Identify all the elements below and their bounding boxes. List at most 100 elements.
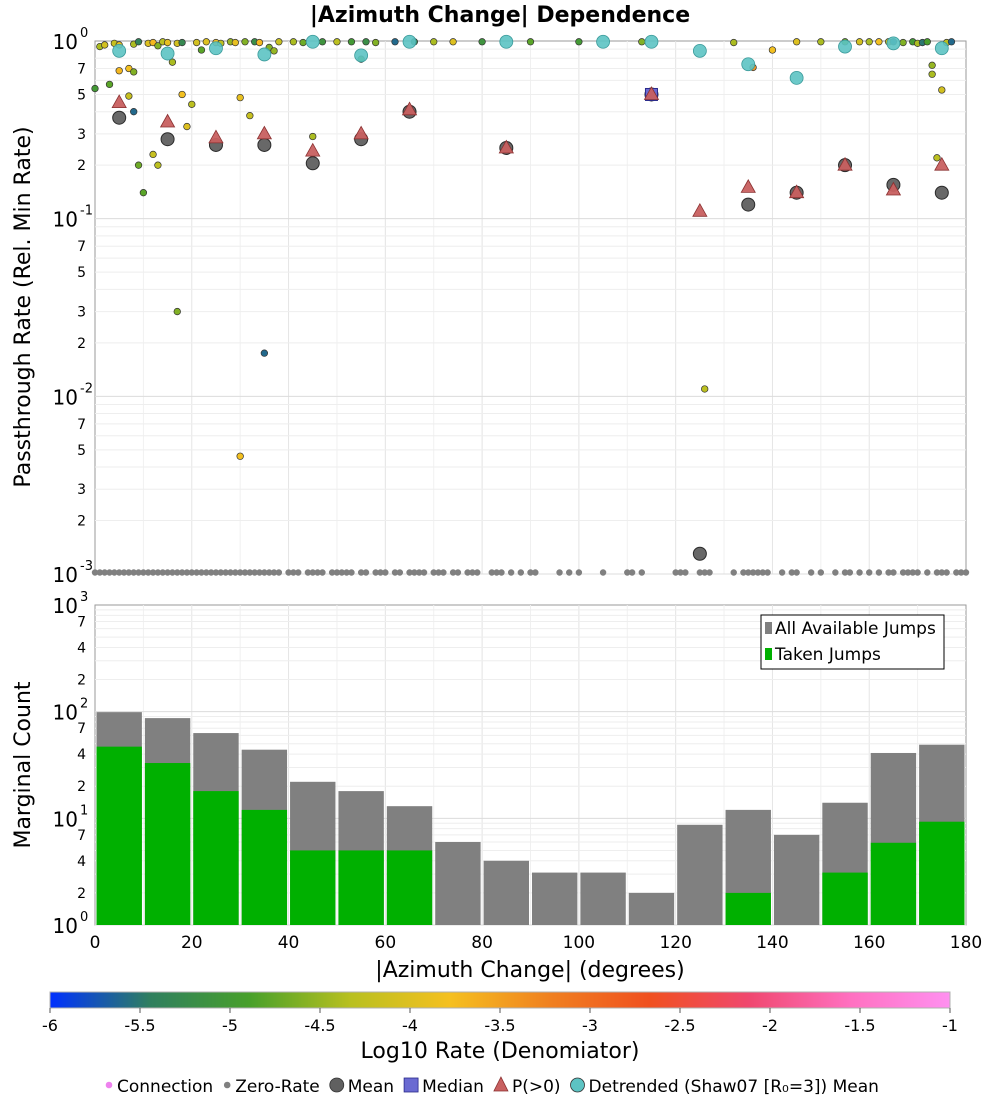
connection-point xyxy=(875,38,883,46)
legend-marker xyxy=(223,1081,231,1089)
zero-rate-point xyxy=(764,569,771,576)
connection-point xyxy=(192,38,201,47)
zero-rate-point xyxy=(111,569,118,576)
mean-point xyxy=(934,185,949,200)
bar-taken xyxy=(725,892,771,925)
connection-point xyxy=(139,189,148,197)
histogram-x-ticks: 0 20 40 60 80 100 120 140 160 180 xyxy=(90,933,983,953)
zero-rate-point xyxy=(885,569,892,576)
zero-rate-point xyxy=(740,569,747,576)
connection-layer xyxy=(91,38,956,460)
histogram-y-minor-tick-label: 2 xyxy=(77,673,86,689)
p-gt-zero-point xyxy=(692,202,708,217)
connection-point xyxy=(125,92,133,100)
connection-point xyxy=(115,67,123,75)
zero-rate-point xyxy=(953,569,960,576)
connection-point xyxy=(202,38,210,46)
bar-taken xyxy=(386,850,433,925)
zero-rate-point xyxy=(115,569,123,576)
scatter-y-minor-tick-label: 3 xyxy=(77,127,86,143)
zero-rate-point xyxy=(682,569,689,576)
histogram-y-tick-label: 10 xyxy=(53,914,78,938)
scatter-y-tick-exponent: -3 xyxy=(80,559,93,574)
detrended-mean-point xyxy=(789,70,804,85)
zero-rate-point xyxy=(532,569,539,576)
zero-rate-point xyxy=(817,569,825,576)
zero-rate-point xyxy=(866,569,873,576)
scatter-y-minor-tick-label: 7 xyxy=(77,239,86,255)
scatter-y-tick-label: 10 xyxy=(53,563,78,587)
zero-rate-point xyxy=(236,569,244,576)
connection-point xyxy=(154,42,162,50)
zero-rate-point xyxy=(125,569,133,576)
zero-rate-point xyxy=(106,569,113,576)
x-tick-label: 180 xyxy=(950,933,982,953)
detrended-mean-point xyxy=(257,47,272,62)
zero-rate-point xyxy=(256,569,263,576)
mean-point xyxy=(112,110,127,125)
connection-point xyxy=(923,38,931,46)
zero-rate-point xyxy=(778,569,786,576)
scatter-y-minor-tick-label: 5 xyxy=(77,443,86,459)
p-gt-zero-point xyxy=(788,184,805,199)
x-tick-label: 0 xyxy=(90,933,101,953)
zero-rate-point xyxy=(706,569,713,576)
connection-point xyxy=(855,38,864,46)
histogram-bars xyxy=(96,712,965,925)
scatter-y-minor-tick-label: 2 xyxy=(77,514,86,530)
p-gt-zero-point xyxy=(934,156,950,171)
zero-rate-point xyxy=(198,569,205,576)
x-tick-label: 20 xyxy=(181,933,203,953)
connection-point xyxy=(178,90,186,99)
zero-rate-point xyxy=(241,569,249,576)
statistics-layer xyxy=(111,34,950,561)
zero-rate-point xyxy=(517,569,525,576)
p-gt-zero-point xyxy=(740,179,756,193)
legend-marker xyxy=(329,1077,345,1093)
x-tick-label: 60 xyxy=(375,933,397,953)
connection-point xyxy=(817,38,825,46)
zero-rate-point xyxy=(856,569,863,576)
zero-rate-point xyxy=(464,569,471,576)
p-gt-zero-point xyxy=(643,86,660,100)
zero-rate-point xyxy=(904,569,912,576)
zero-rate-point xyxy=(909,569,916,576)
connection-point xyxy=(928,61,936,69)
scatter-grid xyxy=(95,41,966,575)
scatter-y-tick-label: 10 xyxy=(53,30,78,54)
zero-rate-point xyxy=(914,569,921,576)
bar-all-available xyxy=(773,834,820,925)
histogram-y-minor-tick-label: 7 xyxy=(77,615,86,631)
zero-rate-point xyxy=(338,569,345,576)
connection-point xyxy=(130,68,138,76)
connection-point xyxy=(130,108,138,116)
zero-rate-point xyxy=(319,569,326,576)
zero-rate-point xyxy=(178,569,186,576)
zero-rate-point xyxy=(749,569,757,576)
bar-all-available xyxy=(677,824,723,925)
detrended-mean-point xyxy=(402,34,417,49)
zero-rate-point xyxy=(938,569,946,576)
connection-point xyxy=(183,122,191,131)
connection-point xyxy=(299,38,307,47)
connection-point xyxy=(289,38,298,46)
zero-rate-point xyxy=(933,569,941,576)
zero-rate-point xyxy=(382,569,389,576)
connection-point xyxy=(768,46,777,54)
connection-point xyxy=(149,150,157,159)
connection-point xyxy=(260,349,269,357)
connection-point xyxy=(928,70,936,78)
zero-rate-point xyxy=(454,569,462,576)
histogram-y-minor-tick-label: 2 xyxy=(77,886,86,902)
colorbar-tick-label: -1.5 xyxy=(844,1016,875,1035)
zero-rate-point xyxy=(295,569,302,576)
connection-point xyxy=(933,154,941,162)
zero-rate-point xyxy=(420,569,428,576)
detrended-mean-point xyxy=(886,36,901,51)
connection-point xyxy=(168,58,177,66)
p-gt-zero-point xyxy=(208,129,224,144)
